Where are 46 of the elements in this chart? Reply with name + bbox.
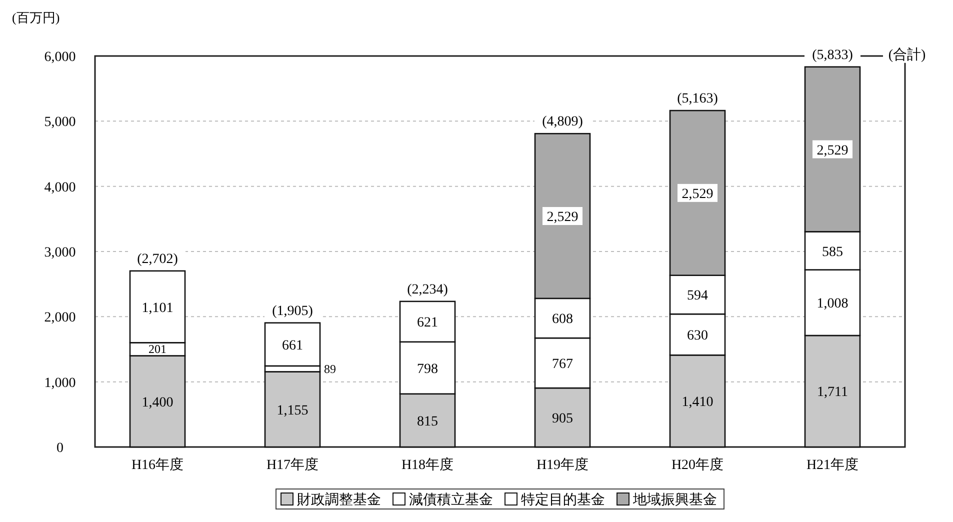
legend-label: 地域振興基金 xyxy=(632,492,717,508)
total-label: (5,833) xyxy=(812,48,854,63)
legend-label: 特定目的基金 xyxy=(521,492,605,508)
data-label: 1,101 xyxy=(142,300,174,316)
data-label: 2,529 xyxy=(816,143,848,158)
data-label: 2,529 xyxy=(546,210,578,226)
x-tick-label: H21年度 xyxy=(806,457,859,473)
data-label: 1,410 xyxy=(682,395,714,410)
data-label: 1,400 xyxy=(142,395,174,410)
data-label: 201 xyxy=(148,342,166,356)
data-label: 1,155 xyxy=(276,403,308,418)
data-label: 2,529 xyxy=(682,186,714,202)
data-label: 1,711 xyxy=(817,385,848,400)
annotation: (合計) xyxy=(888,46,926,63)
y-tick-label: 6,000 xyxy=(44,50,76,65)
y-tick-label: 0 xyxy=(56,441,64,456)
data-label: 594 xyxy=(687,288,708,304)
data-label: 661 xyxy=(282,338,303,354)
data-label: 89 xyxy=(324,362,336,376)
y-tick-label: 4,000 xyxy=(44,180,76,196)
data-label: 585 xyxy=(822,244,843,260)
x-tick-label: H16年度 xyxy=(131,457,184,473)
data-label: 767 xyxy=(552,357,573,372)
x-tick-label: H18年度 xyxy=(401,457,454,473)
total-label: (5,163) xyxy=(677,92,718,107)
y-tick-label: 3,000 xyxy=(44,246,76,260)
legend-label: 財政調整基金 xyxy=(297,492,381,508)
data-label: 621 xyxy=(417,316,438,331)
y-tick-label: 5,000 xyxy=(44,115,76,130)
legend-label: 減債積立基金 xyxy=(409,492,493,508)
y-tick-label: 1,000 xyxy=(44,376,76,391)
x-tick-label: H17年度 xyxy=(266,457,319,473)
x-tick-label: H20年度 xyxy=(671,457,724,473)
y-axis-title: (百万円) xyxy=(12,10,60,25)
total-label: (2,702) xyxy=(137,252,178,267)
data-label: 1,008 xyxy=(816,296,848,312)
total-label: (4,809) xyxy=(542,114,584,130)
data-label: 630 xyxy=(687,328,708,344)
data-label: 608 xyxy=(552,312,573,328)
data-label: 798 xyxy=(417,362,438,377)
data-label: 815 xyxy=(417,414,438,430)
total-label: (2,234) xyxy=(407,282,448,298)
data-label: 905 xyxy=(552,412,573,427)
x-tick-label: H19年度 xyxy=(536,457,589,473)
y-tick-label: 2,000 xyxy=(44,310,76,326)
total-label: (1,905) xyxy=(272,304,314,319)
